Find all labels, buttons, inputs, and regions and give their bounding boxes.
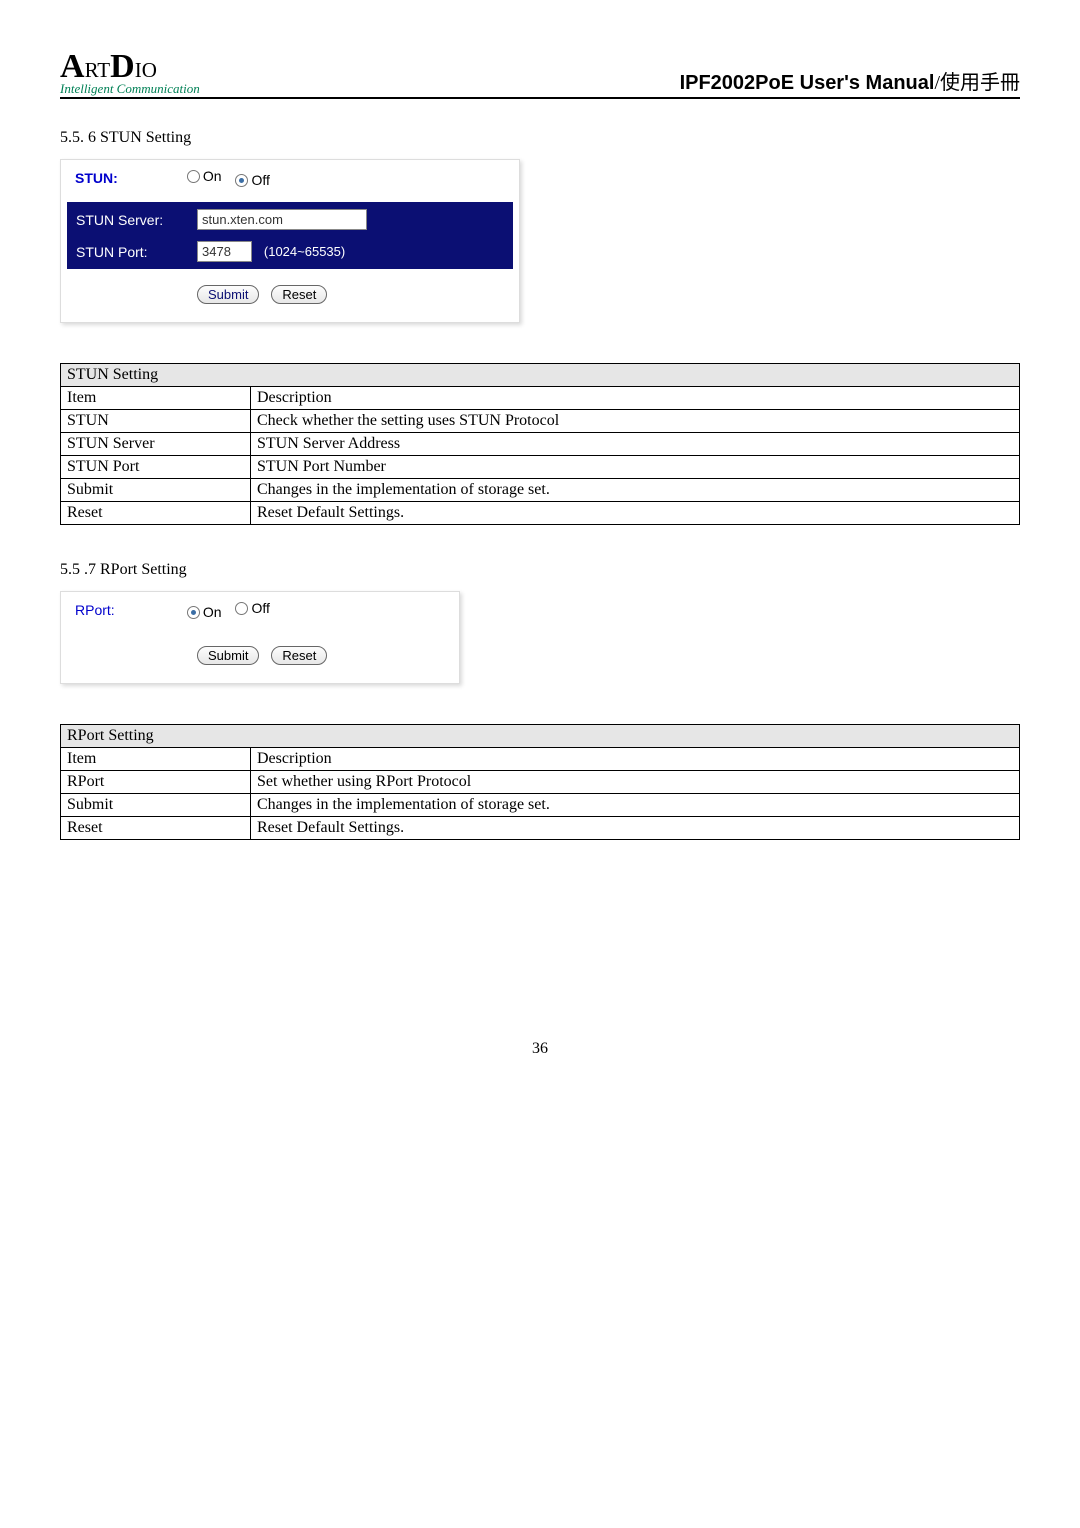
table-row-item: STUN Port — [61, 456, 251, 479]
table-row-item: Reset — [61, 817, 251, 840]
table-title: RPort Setting — [61, 725, 1020, 748]
col-desc: Description — [251, 387, 1020, 410]
stun-radio-on[interactable]: On — [187, 168, 222, 184]
stun-desc-table: STUN Setting Item Description STUNCheck … — [60, 363, 1020, 525]
stun-server-input[interactable] — [197, 209, 367, 230]
stun-server-label: STUN Server: — [70, 205, 190, 234]
table-row-desc: Check whether the setting uses STUN Prot… — [251, 410, 1020, 433]
stun-radio-off[interactable]: Off — [235, 172, 269, 188]
table-row-desc: Reset Default Settings. — [251, 502, 1020, 525]
radio-icon — [187, 606, 200, 619]
stun-field-label: STUN: — [67, 170, 183, 186]
rport-radio-off[interactable]: Off — [235, 600, 269, 616]
col-item: Item — [61, 748, 251, 771]
col-item: Item — [61, 387, 251, 410]
table-row-desc: STUN Server Address — [251, 433, 1020, 456]
logo-subtitle: Intelligent Communication — [60, 82, 200, 95]
radio-on-label: On — [203, 168, 222, 184]
radio-on-label: On — [203, 604, 222, 620]
radio-off-label: Off — [251, 172, 269, 188]
stun-port-label: STUN Port: — [70, 237, 190, 266]
reset-button[interactable]: Reset — [271, 646, 327, 665]
table-row-item: Submit — [61, 479, 251, 502]
table-row-desc: Reset Default Settings. — [251, 817, 1020, 840]
table-row-item: Submit — [61, 794, 251, 817]
radio-icon — [187, 170, 200, 183]
table-row-item: STUN — [61, 410, 251, 433]
stun-port-input[interactable] — [197, 241, 252, 262]
radio-off-label: Off — [251, 600, 269, 616]
logo-main: ArtDio — [60, 50, 200, 84]
page-header: ArtDio Intelligent Communication IPF2002… — [60, 50, 1020, 99]
table-row-desc: Changes in the implementation of storage… — [251, 479, 1020, 502]
doc-title-cjk: /使用手冊 — [934, 72, 1020, 94]
submit-button[interactable]: Submit — [197, 285, 259, 304]
section-heading-stun: 5.5. 6 STUN Setting — [60, 129, 1020, 147]
stun-port-hint: (1024~65535) — [264, 244, 345, 259]
table-row-desc: STUN Port Number — [251, 456, 1020, 479]
rport-field-label: RPort: — [67, 602, 183, 618]
radio-icon — [235, 174, 248, 187]
rport-desc-table: RPort Setting Item Description RPortSet … — [60, 724, 1020, 840]
table-row-item: Reset — [61, 502, 251, 525]
stun-screenshot: STUN: On Off STUN Server: STUN Port: (10… — [60, 159, 520, 323]
section-heading-rport: 5.5 .7 RPort Setting — [60, 561, 1020, 579]
submit-button[interactable]: Submit — [197, 646, 259, 665]
doc-title: IPF2002PoE User's Manual/使用手冊 — [680, 66, 1020, 95]
rport-radio-on[interactable]: On — [187, 604, 222, 620]
stun-config-table: STUN Server: STUN Port: (1024~65535) — [67, 202, 513, 269]
rport-screenshot: RPort: On Off Submit Reset — [60, 591, 460, 684]
table-row-item: RPort — [61, 771, 251, 794]
table-title: STUN Setting — [61, 364, 1020, 387]
doc-title-text: IPF2002PoE User's Manual — [680, 72, 935, 94]
radio-icon — [235, 602, 248, 615]
page-number: 36 — [60, 1040, 1020, 1058]
table-row-item: STUN Server — [61, 433, 251, 456]
table-row-desc: Set whether using RPort Protocol — [251, 771, 1020, 794]
table-row-desc: Changes in the implementation of storage… — [251, 794, 1020, 817]
reset-button[interactable]: Reset — [271, 285, 327, 304]
col-desc: Description — [251, 748, 1020, 771]
logo: ArtDio Intelligent Communication — [60, 50, 200, 95]
